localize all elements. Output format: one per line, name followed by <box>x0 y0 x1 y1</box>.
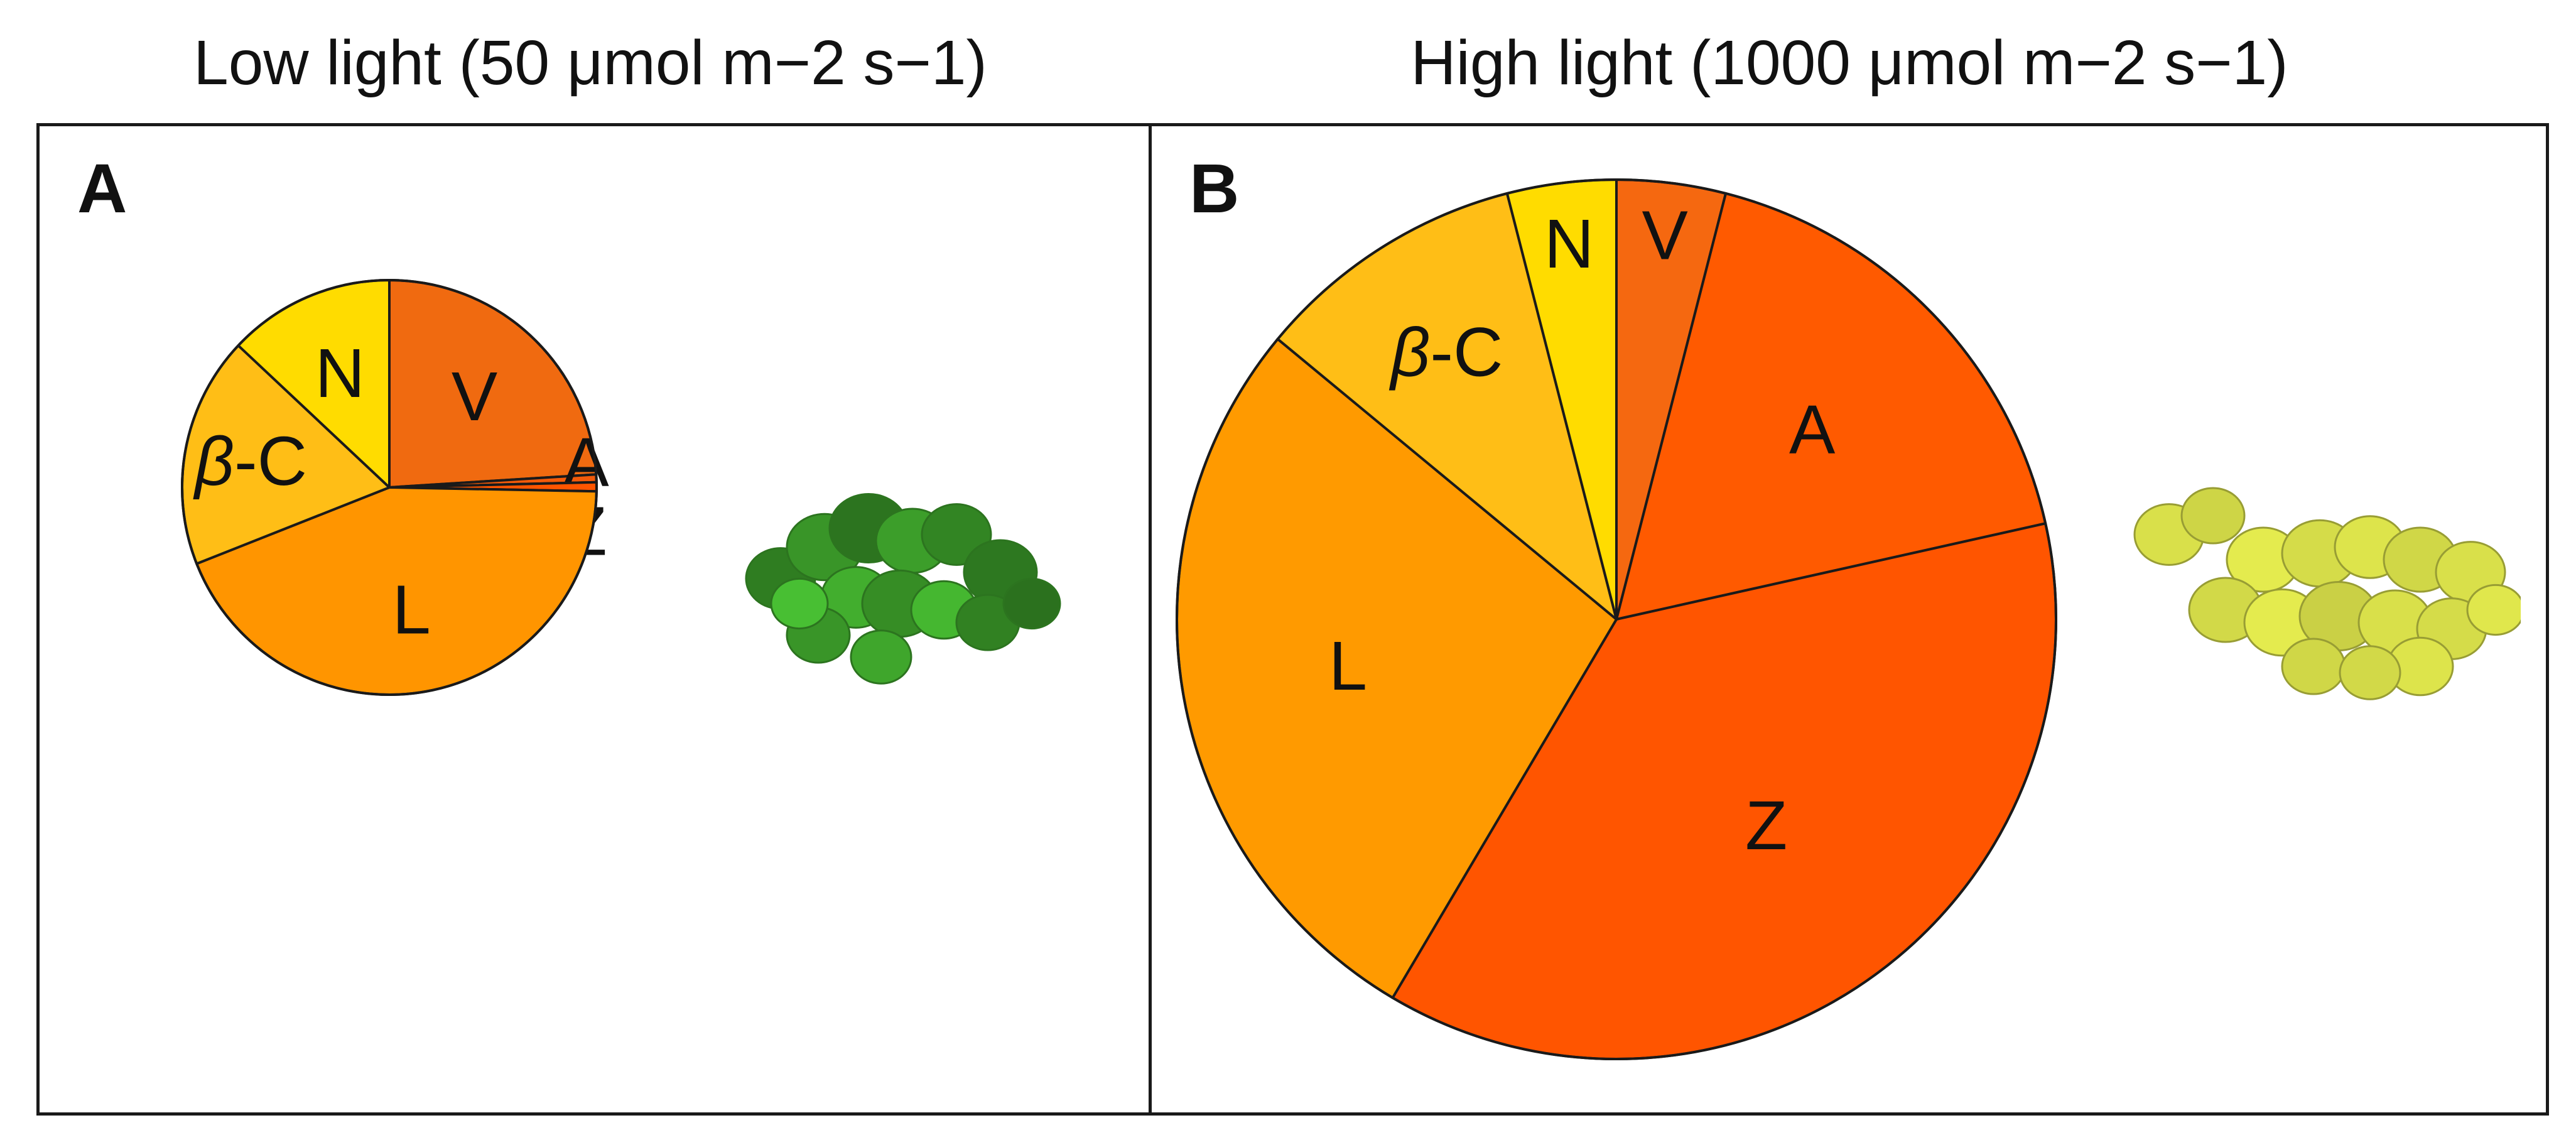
panel-a-heading: Low light (50 μmol m−2 s−1) <box>193 28 987 98</box>
pie-chart-high-light: V A Z Lβ-C N <box>1175 178 2057 1060</box>
pie-outline <box>1176 178 2057 1060</box>
pie-label-n: N <box>315 335 365 412</box>
panel-a-letter: A <box>77 150 127 227</box>
pie-label-beta-c: β-C <box>1388 313 1503 391</box>
pie-label-l: L <box>392 571 431 648</box>
leaf-frond <box>2466 584 2521 636</box>
pie-label-n: N <box>1544 205 1594 283</box>
leaf-frond <box>770 577 829 630</box>
panel-b-letter: B <box>1189 150 1240 227</box>
pie-label-z: Z <box>1745 787 1787 864</box>
plant-photo-low-light <box>745 492 1061 685</box>
pie-label-beta-c: β-C <box>193 422 307 499</box>
leaf-frond <box>850 629 912 685</box>
leaf-frond <box>2281 638 2346 695</box>
pie-outline <box>181 279 598 696</box>
leaf-frond <box>2339 645 2401 700</box>
plant-photo-high-light <box>2133 487 2521 700</box>
leaf-frond <box>2180 487 2246 545</box>
pie-label-v: V <box>452 358 497 435</box>
leaf-frond <box>1002 577 1061 630</box>
pie-label-l: L <box>1329 627 1367 705</box>
panel-b-heading: High light (1000 μmol m−2 s−1) <box>1410 28 2288 98</box>
pie-label-a: A <box>1789 391 1836 468</box>
pie-label-v: V <box>1642 197 1688 274</box>
